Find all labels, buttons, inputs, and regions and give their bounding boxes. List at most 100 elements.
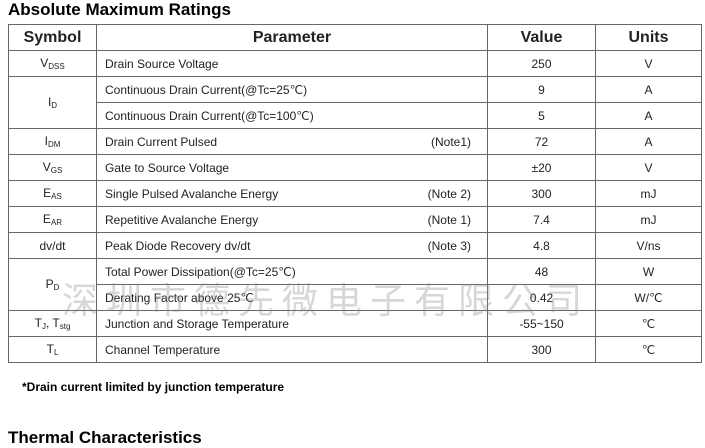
unit-cell: A: [595, 102, 702, 129]
column-header: Parameter: [96, 24, 488, 51]
value-cell: 72: [487, 128, 596, 155]
parameter-cell: Repetitive Avalanche Energy (Note 1): [96, 206, 488, 233]
parameter-text: Channel Temperature: [105, 342, 221, 357]
symbol-subscript: stg: [59, 322, 71, 331]
value-cell: 5: [487, 102, 596, 129]
symbol-cell: IDM: [8, 128, 97, 155]
symbol-subscript: GS: [50, 166, 63, 175]
symbol-subscript: AR: [50, 218, 63, 227]
value-cell: -55~150: [487, 310, 596, 337]
symbol-cell: TL: [8, 336, 97, 363]
column-header: Value: [487, 24, 596, 51]
symbol-cell: ID: [8, 76, 97, 129]
value-cell: 300: [487, 336, 596, 363]
parameter-text: Drain Source Voltage: [105, 56, 219, 71]
parameter-text: Total Power Dissipation(@Tc=25℃): [105, 264, 296, 279]
parameter-cell: Drain Current Pulsed (Note1): [96, 128, 488, 155]
unit-cell: ℃: [595, 310, 702, 337]
table-row: VDSS Drain Source Voltage 250 V: [8, 50, 702, 77]
table-row: ID Continuous Drain Current(@Tc=25℃) 9 A: [8, 76, 702, 129]
unit-cell: V: [595, 154, 702, 181]
value-cell: 300: [487, 180, 596, 207]
parameter-cell: Total Power Dissipation(@Tc=25℃): [96, 258, 488, 285]
table-row: PD Total Power Dissipation(@Tc=25℃) 48 W: [8, 258, 702, 311]
value-cell: 48: [487, 258, 596, 285]
symbol-cell: VGS: [8, 154, 97, 181]
unit-cell: W: [595, 258, 702, 285]
unit-cell: W/℃: [595, 284, 702, 311]
symbol-text: T: [46, 342, 54, 356]
symbol-text: V: [42, 160, 51, 174]
column-header: Symbol: [8, 24, 97, 51]
parameter-text: Continuous Drain Current(@Tc=100℃): [105, 108, 314, 123]
symbol-text: E: [42, 212, 51, 226]
ratings-table: Symbol Parameter Value Units VDSS Drain Sourc…: [8, 24, 702, 363]
value-cell: 4.8: [487, 232, 596, 259]
parameter-cell: Peak Diode Recovery dv/dt (Note 3): [96, 232, 488, 259]
symbol-cell: TJ, Tstg: [8, 310, 97, 337]
section-title: Absolute Maximum Ratings: [8, 0, 231, 19]
table-row: Derating Factor above 25℃ 0.42 W/℃: [9, 284, 702, 311]
parameter-cell: Derating Factor above 25℃: [96, 284, 488, 311]
symbol-cell: EAS: [8, 180, 97, 207]
symbol-cell: VDSS: [8, 50, 97, 77]
symbol-subscript: D: [51, 101, 58, 110]
symbol-subscript: DM: [47, 140, 61, 149]
table-row: TJ, Tstg Junction and Storage Temperature…: [8, 310, 702, 337]
symbol-subscript: AS: [51, 192, 62, 201]
symbol-text: V: [40, 56, 49, 70]
unit-cell: V: [595, 50, 702, 77]
parameter-note: (Note 1): [427, 212, 471, 227]
parameter-cell: Channel Temperature: [96, 336, 488, 363]
symbol-text: I: [44, 134, 48, 148]
table-row: VGS Gate to Source Voltage ±20 V: [8, 154, 702, 181]
symbol-cell: PD: [8, 258, 97, 311]
table-row: EAR Repetitive Avalanche Energy (Note 1) 7.…: [8, 206, 702, 233]
unit-cell: A: [595, 128, 702, 155]
symbol-text: E: [43, 186, 52, 200]
table-row: IDM Drain Current Pulsed (Note1) 72 A: [8, 128, 702, 155]
unit-cell: mJ: [595, 180, 702, 207]
parameter-note: (Note 2): [427, 186, 471, 201]
unit-cell: mJ: [595, 206, 702, 233]
parameter-text: Gate to Source Voltage: [105, 160, 230, 175]
parameter-text: Single Pulsed Avalanche Energy: [105, 186, 279, 201]
unit-cell: A: [595, 76, 702, 103]
parameter-cell: Gate to Source Voltage: [96, 154, 488, 181]
value-cell: 7.4: [487, 206, 596, 233]
table-row: EAS Single Pulsed Avalanche Energy (Note 2…: [8, 180, 702, 207]
parameter-cell: Continuous Drain Current(@Tc=100℃): [96, 102, 488, 129]
parameter-text: Drain Current Pulsed: [105, 134, 218, 149]
value-cell: 9: [487, 76, 596, 103]
parameter-cell: Drain Source Voltage: [96, 50, 488, 77]
value-cell: 0.42: [487, 284, 596, 311]
parameter-text: Continuous Drain Current(@Tc=25℃): [105, 82, 308, 97]
section-title: Thermal Characteristics: [8, 428, 202, 447]
table-row: dv/dt Peak Diode Recovery dv/dt (Note 3) 4.…: [8, 232, 702, 259]
unit-cell: V/ns: [595, 232, 702, 259]
parameter-text: Junction and Storage Temperature: [105, 316, 289, 331]
parameter-note: (Note1): [430, 134, 471, 149]
symbol-cell: dv/dt: [8, 232, 97, 259]
symbol-text: dv/dt: [39, 238, 66, 253]
parameter-note: (Note 3): [427, 238, 471, 253]
parameter-cell: Single Pulsed Avalanche Energy (Note 2): [96, 180, 488, 207]
symbol-subscript: D: [53, 283, 60, 292]
column-header: Units: [595, 24, 702, 51]
table-row: Continuous Drain Current(@Tc=100℃) 5 A: [9, 102, 702, 129]
parameter-cell: Junction and Storage Temperature: [96, 310, 488, 337]
unit-cell: ℃: [595, 336, 702, 363]
parameter-text: Derating Factor above 25℃: [105, 290, 254, 305]
symbol-subscript: L: [53, 348, 59, 357]
table-row: TL Channel Temperature 300 ℃: [8, 336, 702, 363]
parameter-text: Repetitive Avalanche Energy: [105, 212, 259, 227]
symbol-cell: EAR: [8, 206, 97, 233]
symbol-subscript: J: [41, 322, 46, 331]
value-cell: ±20: [487, 154, 596, 181]
parameter-cell: Continuous Drain Current(@Tc=25℃): [96, 76, 488, 103]
value-cell: 250: [487, 50, 596, 77]
parameter-text: Peak Diode Recovery dv/dt: [105, 238, 251, 253]
symbol-subscript: DSS: [48, 62, 65, 71]
symbol-text: P: [45, 277, 54, 291]
